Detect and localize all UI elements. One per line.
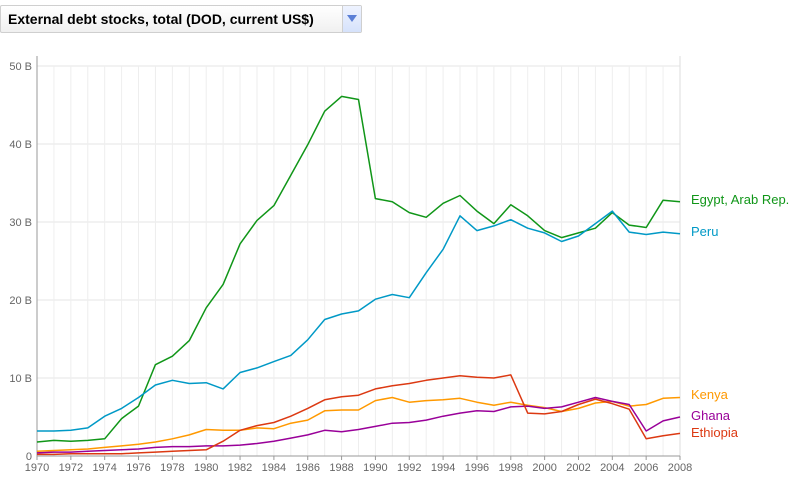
x-tick-label: 1996 <box>465 462 489 474</box>
x-tick-label: 1992 <box>397 462 421 474</box>
series-line-ghana <box>36 396 681 454</box>
x-tick-label: 1994 <box>431 462 455 474</box>
selector-dropdown-button[interactable] <box>342 6 361 32</box>
series-label-kenya: Kenya <box>691 387 729 402</box>
series-line-ethiopia <box>37 374 681 456</box>
x-tick-label: 1990 <box>363 462 387 474</box>
x-tick-label: 2008 <box>668 462 692 474</box>
indicator-selector-label: External debt stocks, total (DOD, curren… <box>8 11 314 27</box>
series-labels: Egypt, Arab Rep. Peru Kenya Ghana Ethiopia <box>691 192 789 440</box>
y-tick-label: 30 B <box>9 217 32 229</box>
x-axis: 1970 1972 1974 1976 1978 1980 1982 1984 1986 1988… <box>25 455 692 474</box>
series-line-peru <box>37 210 681 432</box>
x-tick-label: 1976 <box>126 462 150 474</box>
series-label-ethiopia: Ethiopia <box>691 425 739 440</box>
x-tick-label: 2000 <box>532 462 556 474</box>
y-tick-label: 50 B <box>9 61 32 73</box>
x-tick-label: 1978 <box>160 462 184 474</box>
series-label-ghana: Ghana <box>691 408 731 423</box>
x-tick-label: 1986 <box>295 462 319 474</box>
y-tick-label: 10 B <box>9 373 32 385</box>
x-tick-label: 1980 <box>194 462 218 474</box>
x-tick-label: 1970 <box>25 462 49 474</box>
x-tick-label: 1974 <box>92 462 116 474</box>
series-label-peru: Peru <box>691 224 718 239</box>
x-tick-label: 2004 <box>600 462 624 474</box>
x-tick-label: 1988 <box>329 462 353 474</box>
x-tick-label: 1998 <box>499 462 523 474</box>
x-tick-label: 1984 <box>262 462 286 474</box>
series-line-egypt-arab-rep <box>36 95 681 443</box>
x-tick-label: 2002 <box>566 462 590 474</box>
series-label-egypt-arab-rep: Egypt, Arab Rep. <box>691 192 789 207</box>
indicator-selector[interactable]: External debt stocks, total (DOD, curren… <box>0 5 362 33</box>
chevron-down-icon <box>347 15 357 22</box>
y-axis: 0 10 B 20 B 30 B 40 B 50 B <box>9 56 38 463</box>
y-tick-label: 40 B <box>9 139 32 151</box>
x-tick-label: 1982 <box>228 462 252 474</box>
x-tick-label: 1972 <box>59 462 83 474</box>
series-lines <box>36 95 681 456</box>
x-tick-label: 2006 <box>634 462 658 474</box>
chart-grid <box>36 56 681 456</box>
y-tick-label: 0 <box>26 451 32 463</box>
series-line-kenya <box>36 396 681 453</box>
y-tick-label: 20 B <box>9 295 32 307</box>
